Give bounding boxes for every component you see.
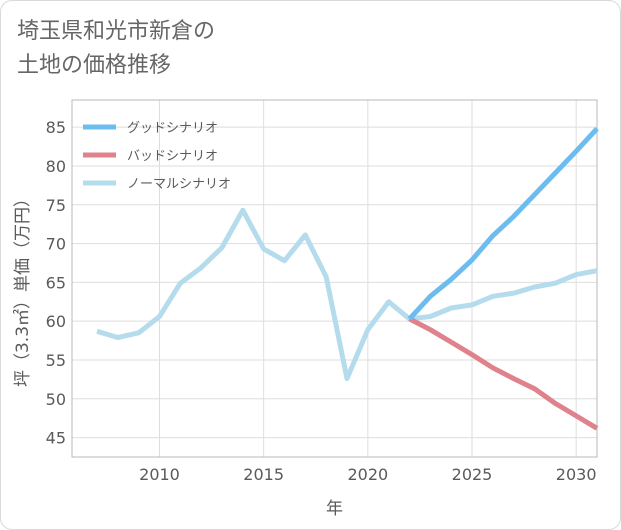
series-line-2 — [96, 207, 598, 382]
y-tick-label: 60 — [46, 312, 66, 331]
chart-title-line-2: 土地の価格推移 — [17, 53, 172, 78]
legend-label-2: ノーマルシナリオ — [127, 177, 231, 192]
series-line-0 — [407, 127, 599, 321]
chart-title-line-1: 埼玉県和光市新倉の — [17, 19, 216, 44]
y-tick-label: 85 — [46, 118, 66, 137]
y-tick-label: 50 — [46, 390, 66, 409]
x-tick-label: 2010 — [139, 465, 180, 484]
y-tick-label: 75 — [46, 196, 66, 215]
chart-grid — [72, 100, 597, 457]
legend-label-0: グッドシナリオ — [127, 121, 218, 136]
chart-series — [96, 127, 599, 431]
y-tick-label: 45 — [46, 429, 66, 448]
chart-title: 埼玉県和光市新倉の 土地の価格推移 — [17, 15, 437, 83]
x-tick-label: 2030 — [556, 465, 597, 484]
x-tick-label: 2025 — [452, 465, 493, 484]
x-axis-label: 年 — [326, 499, 343, 519]
x-axis-ticks: 2010 2015 2020 2025 2030 — [139, 465, 596, 484]
y-axis-label: 坪（3.3㎡）単価（万円） — [13, 190, 33, 387]
y-axis-ticks: 45 50 55 60 65 70 75 80 85 — [46, 118, 66, 447]
x-tick-label: 2020 — [347, 465, 388, 484]
x-tick-label: 2015 — [243, 465, 284, 484]
y-tick-label: 55 — [46, 351, 66, 370]
y-tick-label: 80 — [46, 157, 66, 176]
y-tick-label: 65 — [46, 273, 66, 292]
plot-area — [71, 99, 598, 458]
legend-label-1: バッドシナリオ — [127, 149, 218, 164]
y-tick-label: 70 — [46, 235, 66, 254]
series-line-1 — [408, 316, 599, 431]
